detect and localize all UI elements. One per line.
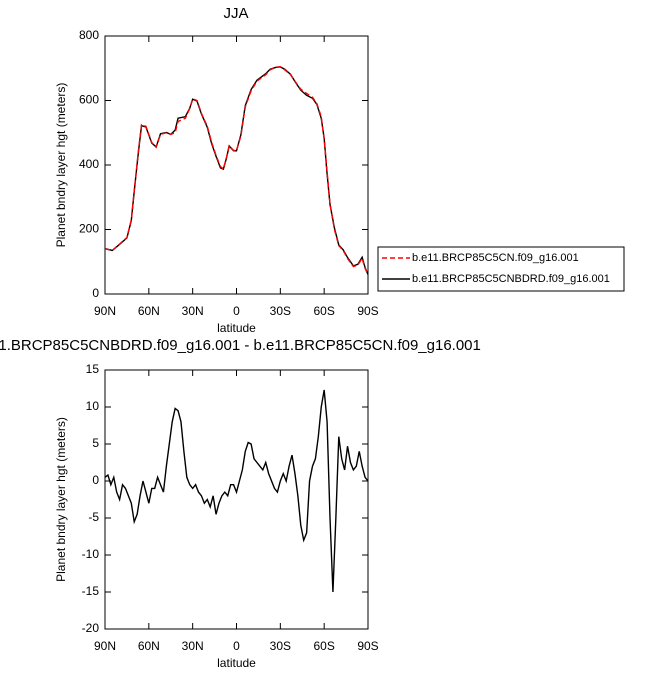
x-tick-label: 30S — [270, 639, 291, 653]
y-tick-label: 0 — [92, 286, 99, 300]
y-tick-label: 10 — [86, 399, 100, 413]
x-tick-label: 0 — [233, 304, 240, 318]
data-line — [104, 389, 369, 593]
x-tick-label: 90N — [94, 304, 116, 318]
plot-frame — [104, 35, 369, 295]
y-tick-label: 15 — [86, 362, 100, 376]
x-tick-label: 60S — [313, 639, 334, 653]
x-tick-label: 60N — [138, 639, 160, 653]
x-tick-label: 90S — [357, 639, 378, 653]
plot-frame — [104, 369, 369, 630]
x-tick-label: 90S — [357, 304, 378, 318]
legend-box — [377, 246, 625, 292]
chart-title: JJA — [223, 5, 248, 22]
y-tick-label: 0 — [92, 473, 99, 487]
x-tick-label: 30N — [182, 304, 204, 318]
data-line — [104, 66, 369, 275]
x-tick-label: 30S — [270, 304, 291, 318]
y-tick-label: -20 — [82, 621, 100, 635]
y-tick-label: 400 — [79, 157, 99, 171]
y-tick-label: -5 — [88, 510, 99, 524]
legend-label: b.e11.BRCP85C5CN.f09_g16.001 — [412, 252, 579, 264]
x-tick-label: 30N — [182, 639, 204, 653]
legend-label: b.e11.BRCP85C5CNBDRD.f09_g16.001 — [412, 273, 610, 285]
x-tick-label: 0 — [233, 639, 240, 653]
y-tick-label: 800 — [79, 28, 99, 42]
y-tick-label: -15 — [82, 584, 100, 598]
data-line — [104, 65, 369, 275]
x-tick-label: 60S — [313, 304, 334, 318]
y-axis-title: Planet bndry layer hgt (meters) — [54, 417, 68, 582]
x-tick-label: 60N — [138, 304, 160, 318]
y-tick-label: 600 — [79, 93, 99, 107]
y-axis-title: Planet bndry layer hgt (meters) — [54, 83, 68, 248]
x-axis-title: latitude — [217, 321, 256, 335]
y-tick-label: 5 — [92, 436, 99, 450]
x-tick-label: 90N — [94, 639, 116, 653]
y-tick-label: 200 — [79, 222, 99, 236]
x-axis-title: latitude — [217, 656, 256, 670]
chart-title: 11.BRCP85C5CNBDRD.f09_g16.001 - b.e11.BR… — [0, 337, 481, 354]
y-tick-label: -10 — [82, 547, 100, 561]
